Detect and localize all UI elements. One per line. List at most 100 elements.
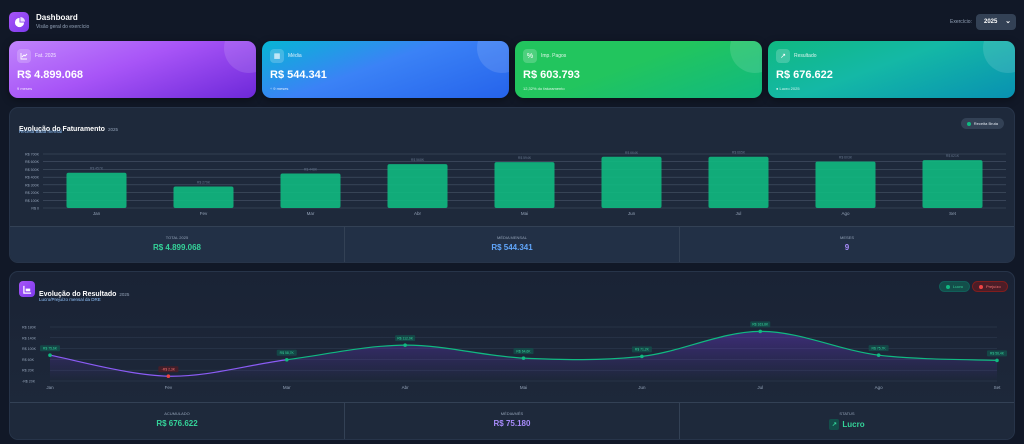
line-segment — [523, 355, 642, 361]
trending-up-icon: ↗ — [829, 419, 840, 430]
legend-receita-bruta[interactable]: Receita Bruta — [960, 118, 1004, 129]
point-data-label: R$ 112,9K — [397, 336, 414, 340]
legend-lucro[interactable]: Lucro — [939, 281, 971, 292]
bar-jun — [601, 156, 662, 208]
x-tick-label: Fev — [165, 385, 173, 390]
bar-data-label: R$ 664K — [625, 151, 639, 155]
card-sub: ÷ 9 meses — [270, 86, 288, 91]
result-year: 2025 — [119, 292, 130, 297]
revenue-year: 2025 — [107, 127, 118, 132]
revenue-stats: Total 2025 R$ 4.899.068 Média Mensal R$ 54… — [10, 226, 1014, 262]
bar-data-label: R$ 594K — [518, 156, 532, 160]
result-panel: Evolução do Resultado 2025 Lucro/Prejuízo… — [9, 271, 1015, 440]
line-segment — [641, 330, 761, 357]
result-area — [50, 331, 997, 381]
bar-abr — [387, 164, 448, 208]
x-tick-label: Jan — [93, 211, 101, 216]
card-sub-text: ÷ 9 meses — [270, 86, 289, 91]
card-label: Resultado — [794, 53, 817, 59]
card-decoration — [730, 41, 762, 73]
exercise-value: 2025 — [984, 19, 998, 25]
bar-data-label: R$ 448K — [304, 167, 318, 171]
stat-status: Status ↗ Lucro — [680, 403, 1014, 439]
x-tick-label: Jun — [628, 211, 636, 216]
result-title: Evolução do Resultado — [39, 291, 117, 298]
x-tick-label: Ago — [841, 211, 850, 216]
stat-value: R$ 544.341 — [491, 243, 533, 252]
point-data-label: -R$ 2,3K — [162, 368, 176, 372]
y-tick-label: R$ 100K — [22, 347, 37, 351]
data-label-bg — [631, 346, 652, 353]
status-value: Lucro — [842, 420, 865, 429]
bar-data-label: R$ 621K — [946, 154, 960, 158]
x-tick-label: Abr — [402, 385, 410, 390]
point-set — [995, 358, 999, 363]
result-stats: Acumulado R$ 676.622 Média/Mês R$ 75.180 S… — [10, 402, 1014, 439]
y-tick-label: R$ 20K — [22, 369, 35, 373]
point-abr — [403, 343, 407, 347]
kpi-card-2: % Imp. Pagos R$ 603.793 12,32% do fatura… — [515, 41, 762, 98]
kpi-card-3: ↗ Resultado R$ 676.622 ● Lucro 2025 — [768, 41, 1015, 98]
data-label-bg — [868, 345, 889, 352]
exercise-select[interactable]: 2025 ⌄ — [976, 14, 1016, 30]
point-ago — [876, 353, 881, 357]
stat-months: Meses 9 — [680, 227, 1014, 262]
x-tick-label: Set — [994, 385, 1002, 390]
stat-label: Total 2025 — [165, 235, 189, 240]
bar-data-label: R$ 457K — [90, 167, 104, 171]
card-label: Média — [288, 53, 302, 59]
y-tick-label: R$ 500K — [25, 168, 40, 172]
bar-data-label: R$ 279K — [197, 180, 211, 184]
exercise-label: Exercício: — [950, 19, 972, 25]
point-mai — [521, 356, 526, 360]
trending-up-icon: ↗ — [776, 49, 790, 63]
legend-prejuizo[interactable]: Prejuízo — [972, 281, 1008, 292]
data-label-bg — [987, 350, 1007, 357]
card-value: R$ 544.341 — [270, 69, 327, 81]
point-data-label: R$ 71,2K — [635, 348, 650, 352]
point-data-label: R$ 75,6K — [43, 346, 58, 350]
stat-label: Média Mensal — [496, 235, 527, 240]
x-tick-label: Mai — [521, 211, 528, 216]
bar-jan — [66, 172, 127, 208]
card-value: R$ 676.622 — [776, 69, 833, 81]
stat-total: Total 2025 R$ 4.899.068 — [10, 227, 345, 262]
page-title: Dashboard — [36, 13, 78, 22]
card-decoration — [224, 41, 256, 73]
revenue-title-row: Evolução do Faturamento 2025 — [19, 118, 118, 136]
data-label-bg — [750, 321, 771, 328]
y-tick-label: R$ 300K — [25, 183, 40, 187]
x-tick-label: Mar — [307, 211, 315, 216]
kpi-card-0: Fat. 2025 R$ 4.899.068 9 meses — [9, 41, 256, 98]
x-tick-label: Jul — [757, 385, 763, 390]
stat-label: Meses — [839, 235, 854, 240]
bar-data-label: R$ 568K — [411, 158, 425, 162]
x-tick-label: Fev — [200, 211, 208, 216]
card-sub: 12,32% do faturamento — [523, 86, 565, 91]
result-subtitle: Lucro/Prejuízo mensal da DRE — [39, 297, 101, 302]
x-tick-label: Jul — [736, 211, 742, 216]
y-tick-label: R$ 700K — [25, 153, 40, 157]
card-sub-text: 12,32% do faturamento — [523, 86, 565, 91]
point-jan — [48, 353, 52, 357]
stat-label: Média/Mês — [500, 411, 524, 416]
stat-label: Status — [839, 411, 855, 416]
legend-dot — [966, 121, 971, 126]
revenue-title: Evolução do Faturamento — [19, 126, 105, 133]
data-label-bg — [40, 345, 60, 352]
revenue-bar-chart: R$ 0 R$ 100K R$ 200K R$ 300K R$ 400K R$ 500K R… — [25, 151, 1006, 216]
y-tick-label: R$ 180K — [22, 326, 37, 330]
card-sub-text: Lucro 2025 — [779, 86, 800, 91]
bar-data-label: R$ 603K — [839, 155, 853, 159]
dashboard-logo-icon — [9, 12, 29, 32]
bar-data-label: R$ 665K — [732, 151, 746, 155]
revenue-subtitle: Receita Bruta mensal — [19, 129, 63, 134]
bar-mai — [494, 162, 555, 208]
line-segment — [760, 330, 879, 356]
data-label-bg — [276, 349, 297, 356]
y-tick-label: R$ 0 — [31, 207, 39, 211]
x-tick-label: Set — [949, 211, 957, 216]
y-tick-label: R$ 60K — [22, 358, 35, 362]
point-data-label: R$ 58,7K — [280, 351, 295, 355]
legend-label: Lucro — [953, 284, 964, 289]
